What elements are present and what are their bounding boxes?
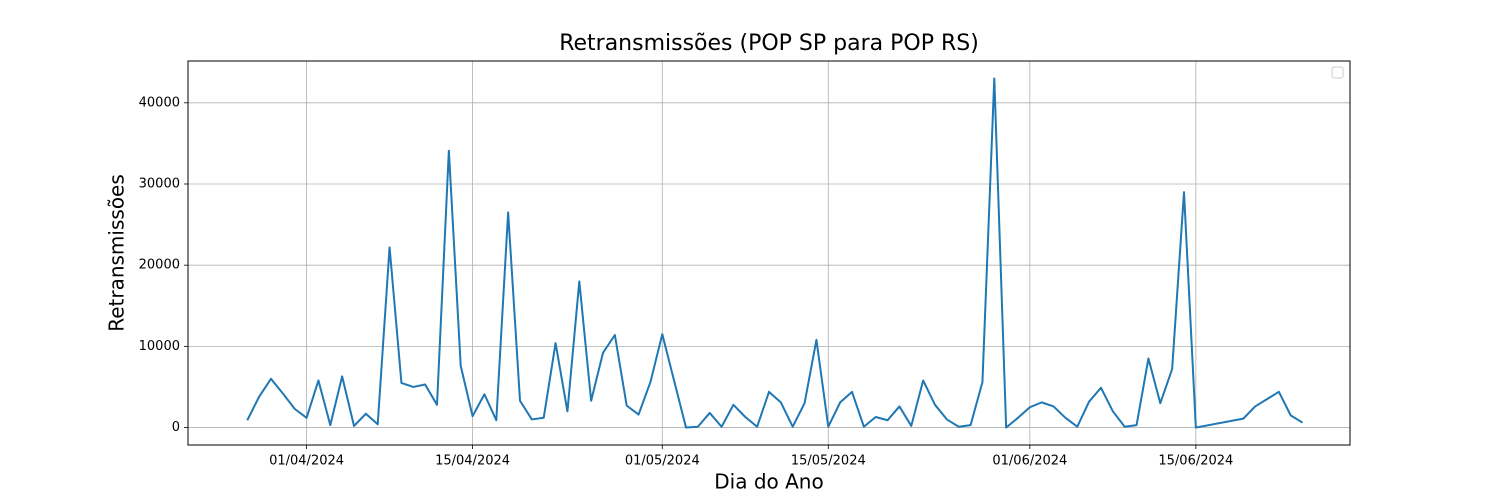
- legend-box: [1331, 66, 1344, 79]
- x-tick-label: 15/06/2024: [1158, 454, 1233, 469]
- y-tick-label: 20000: [139, 258, 180, 273]
- y-axis-label: Retransmissões: [105, 174, 129, 332]
- y-tick-label: 40000: [139, 95, 180, 110]
- x-tick-label: 01/05/2024: [625, 454, 700, 469]
- y-tick-label: 10000: [139, 339, 180, 354]
- x-tick-label: 01/04/2024: [269, 454, 344, 469]
- chart-title: Retransmissões (POP SP para POP RS): [559, 31, 979, 56]
- x-axis-label: Dia do Ano: [714, 470, 823, 494]
- plot-frame: [187, 60, 1351, 446]
- x-tick-label: 01/06/2024: [992, 454, 1067, 469]
- x-tick-label: 15/04/2024: [435, 454, 510, 469]
- y-tick-label: 0: [172, 420, 180, 435]
- x-tick-label: 15/05/2024: [791, 454, 866, 469]
- data-line: [246, 77, 1304, 429]
- y-tick-label: 30000: [139, 176, 180, 191]
